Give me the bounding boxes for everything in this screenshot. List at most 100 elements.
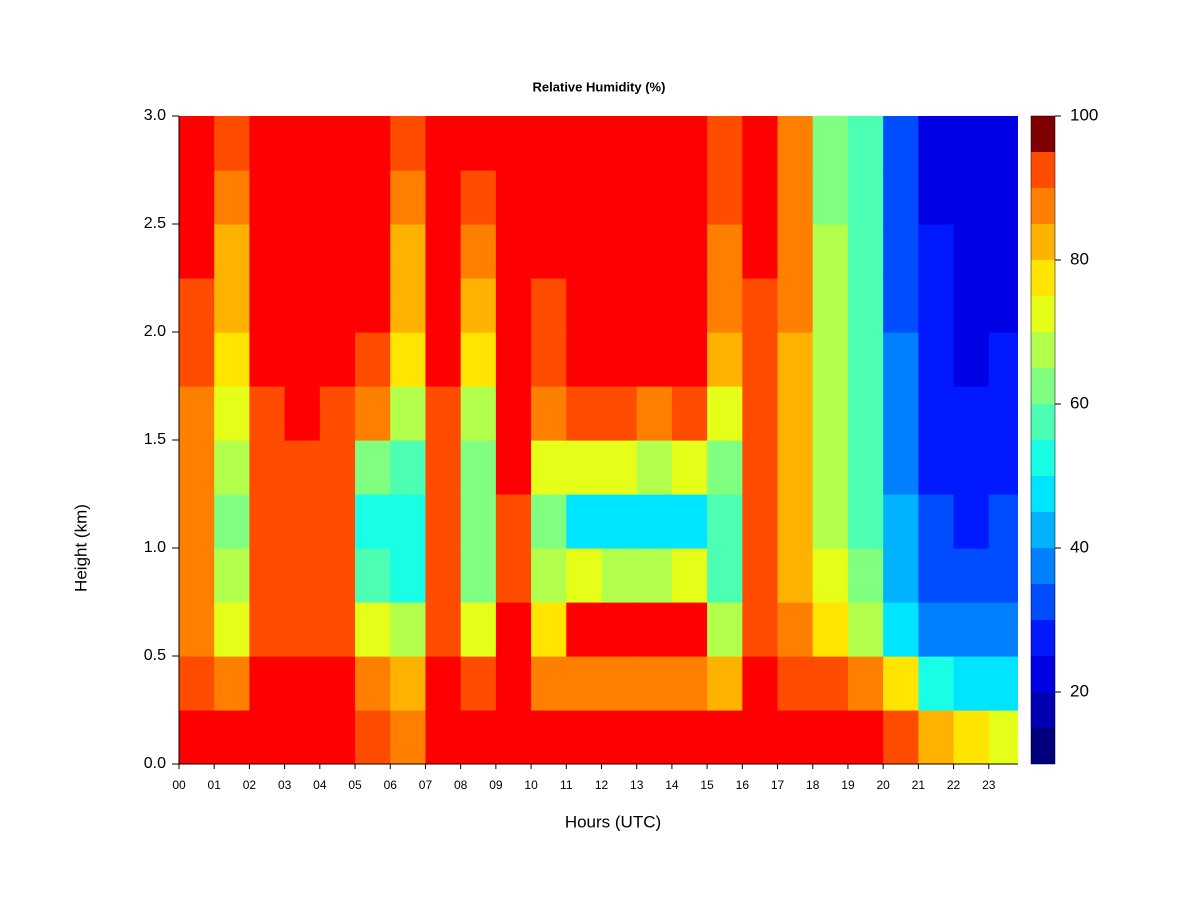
heatmap-cell	[988, 494, 1018, 549]
heatmap-cell	[390, 116, 427, 171]
colorbar-band	[1031, 296, 1055, 332]
heatmap-cell	[883, 710, 919, 764]
heatmap-cell	[742, 440, 779, 495]
heatmap-cell	[601, 602, 638, 657]
x-tick-label: 03	[278, 778, 292, 792]
heatmap-cell	[671, 224, 708, 279]
heatmap-cell	[671, 494, 708, 549]
heatmap-cell	[777, 656, 814, 711]
heatmap-cell	[214, 170, 251, 225]
heatmap-cell	[988, 278, 1018, 333]
heatmap-cell	[707, 224, 743, 279]
heatmap-cell	[636, 170, 673, 225]
heatmap-cell	[918, 656, 955, 711]
heatmap-cell	[636, 116, 673, 171]
heatmap-cell	[918, 602, 955, 657]
heatmap-cell	[742, 170, 779, 225]
heatmap-cell	[355, 440, 391, 495]
heatmap-cell	[566, 548, 603, 603]
heatmap-cell	[284, 440, 321, 495]
heatmap-cell	[777, 332, 814, 387]
heatmap-cell	[425, 656, 462, 711]
heatmap-cell	[355, 602, 391, 657]
heatmap-cell	[390, 710, 427, 764]
colorbar-band	[1031, 476, 1055, 512]
colorbar-band	[1031, 548, 1055, 584]
heatmap-cell	[671, 548, 708, 603]
heatmap-cell	[566, 278, 603, 333]
heatmap-cell	[284, 656, 321, 711]
heatmap-cell	[777, 494, 814, 549]
heatmap-cell	[355, 116, 391, 171]
heatmap-cell	[566, 332, 603, 387]
heatmap-cell	[425, 440, 462, 495]
heatmap-cell	[390, 548, 427, 603]
heatmap-cell	[883, 224, 919, 279]
heatmap-cell	[460, 332, 497, 387]
heatmap-cell	[249, 116, 286, 171]
heatmap-cell	[249, 278, 286, 333]
heatmap-cell	[847, 224, 884, 279]
colorbar-band	[1031, 728, 1055, 764]
heatmap-cell	[671, 656, 708, 711]
heatmap-cell	[425, 710, 462, 764]
heatmap-cell	[636, 386, 673, 441]
heatmap-cell	[531, 602, 567, 657]
heatmap-cell	[531, 278, 567, 333]
heatmap-cell	[707, 440, 743, 495]
heatmap-cell	[742, 710, 779, 764]
heatmap-cell	[953, 386, 990, 441]
heatmap-cell	[812, 494, 849, 549]
heatmap-cell	[671, 440, 708, 495]
heatmap-cell	[284, 602, 321, 657]
heatmap-cell	[460, 224, 497, 279]
heatmap-cell	[742, 116, 779, 171]
y-tick-label: 1.0	[144, 539, 166, 556]
heatmap-cell	[566, 170, 603, 225]
heatmap-cell	[953, 224, 990, 279]
heatmap-cell	[179, 224, 215, 279]
heatmap-cell	[918, 440, 955, 495]
x-tick-label: 04	[313, 778, 327, 792]
heatmap-cell	[953, 170, 990, 225]
heatmap-cell	[531, 440, 567, 495]
heatmap-cell	[636, 602, 673, 657]
heatmap-cell	[636, 548, 673, 603]
heatmap-cell	[179, 278, 215, 333]
heatmap-cell	[918, 386, 955, 441]
heatmap-cell	[812, 710, 849, 764]
heatmap-cell	[812, 656, 849, 711]
heatmap-cell	[988, 656, 1018, 711]
heatmap-cell	[355, 656, 391, 711]
x-axis-label: Hours (UTC)	[565, 812, 661, 831]
heatmap-cell	[531, 494, 567, 549]
heatmap-cell	[390, 494, 427, 549]
heatmap-cell	[179, 602, 215, 657]
heatmap	[179, 116, 1018, 764]
heatmap-cell	[531, 386, 567, 441]
heatmap-cell	[953, 656, 990, 711]
heatmap-cell	[460, 278, 497, 333]
heatmap-cell	[777, 224, 814, 279]
heatmap-cell	[214, 278, 251, 333]
heatmap-cell	[319, 710, 356, 764]
heatmap-cell	[812, 332, 849, 387]
heatmap-cell	[566, 440, 603, 495]
heatmap-cell	[390, 656, 427, 711]
heatmap-cell	[777, 440, 814, 495]
heatmap-cell	[179, 494, 215, 549]
heatmap-cell	[883, 548, 919, 603]
x-tick-label: 08	[454, 778, 468, 792]
x-tick-label: 00	[172, 778, 186, 792]
heatmap-cell	[531, 224, 567, 279]
heatmap-cell	[707, 602, 743, 657]
heatmap-cell	[179, 440, 215, 495]
heatmap-cell	[707, 278, 743, 333]
x-tick-label: 16	[736, 778, 750, 792]
heatmap-cell	[495, 116, 532, 171]
heatmap-cell	[179, 170, 215, 225]
heatmap-cell	[495, 386, 532, 441]
heatmap-cell	[214, 440, 251, 495]
heatmap-cell	[601, 278, 638, 333]
heatmap-cell	[319, 440, 356, 495]
